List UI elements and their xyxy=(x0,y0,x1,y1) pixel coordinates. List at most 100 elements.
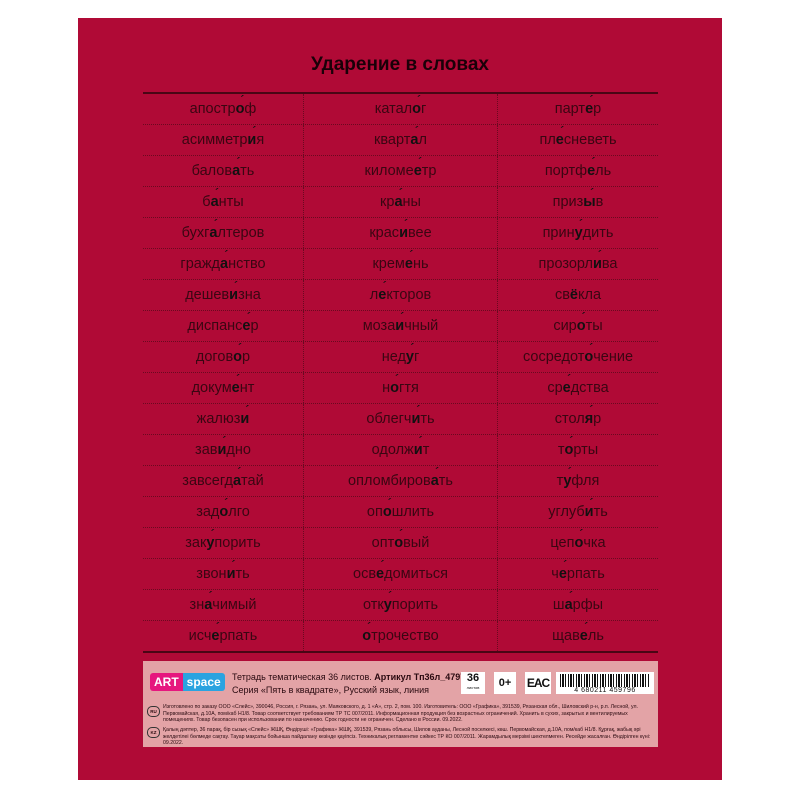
word-part: одолж xyxy=(371,442,414,458)
legal-text-ru: Изготовлено по заказу ООО «Слейс», 39004… xyxy=(163,704,638,723)
word-part: ть xyxy=(420,411,435,427)
stressed-letter: ё xyxy=(569,287,578,303)
word-part: догов xyxy=(195,349,234,365)
word-part: тр xyxy=(421,163,437,179)
word-cell: документ xyxy=(143,371,304,403)
table-row: бухгалтеровкрасивеепринудить xyxy=(143,216,658,249)
word-part: углуб xyxy=(548,504,585,520)
word-cell: одолжит xyxy=(304,433,498,465)
stressed-letter: а xyxy=(211,185,220,210)
word-part: р xyxy=(250,318,259,334)
sheets-label: листов xyxy=(466,685,480,690)
table-row: документногтясредства xyxy=(143,371,658,404)
word-part: опломбиров xyxy=(348,473,431,489)
word-cell: плесневеть xyxy=(498,123,658,155)
table-row: диспансермозаичныйсироты xyxy=(143,309,658,342)
word-part: зна xyxy=(238,287,261,303)
kz-lang-icon: KZ xyxy=(147,727,160,738)
stressed-letter: а xyxy=(410,123,419,148)
word-cell: значимый xyxy=(143,588,304,620)
word-cell: красивее xyxy=(304,216,498,248)
word-part: чка xyxy=(583,535,606,551)
word-part: порить xyxy=(391,597,439,613)
word-part: порить xyxy=(214,535,261,551)
stressed-letter: и xyxy=(240,402,249,427)
word-part: звон xyxy=(196,566,227,582)
table-row: апострофкаталогпартер xyxy=(143,92,658,125)
artspace-logo: ART space xyxy=(150,673,225,691)
table-row: бантыкраныпризыв xyxy=(143,185,658,218)
word-part: рты xyxy=(573,442,599,458)
stressed-letter: е xyxy=(211,619,220,644)
table-row: асимметриякварталплесневеть xyxy=(143,123,658,156)
word-part: крас xyxy=(369,225,400,241)
word-part: кварт xyxy=(374,132,411,148)
stressed-letter: о xyxy=(383,495,392,520)
table-row: дешевизналекторовсвёкла xyxy=(143,278,658,311)
table-row: жалюзиоблегчитьстоляр xyxy=(143,402,658,435)
word-part: диспанс xyxy=(187,318,243,334)
word-part: катал xyxy=(374,101,413,117)
stressed-letter: о xyxy=(394,526,403,551)
word-part: кторов xyxy=(386,287,432,303)
word-cell: дешевизна xyxy=(143,278,304,310)
word-part: р xyxy=(593,101,602,117)
stressed-letter: и xyxy=(593,247,602,272)
word-part: балов xyxy=(191,163,233,179)
stressed-letter: о xyxy=(584,340,593,365)
table-row: гражданствокременьпрозорлива xyxy=(143,247,658,280)
stressed-letter: а xyxy=(209,216,218,241)
stressed-letter: е xyxy=(559,557,568,582)
word-cell: банты xyxy=(143,185,304,217)
word-cell: гражданство xyxy=(143,247,304,279)
stressed-letter: и xyxy=(217,433,226,458)
product-series: Серия «Пять в квадрате», Русский язык, л… xyxy=(232,685,430,695)
word-part: г xyxy=(414,349,420,365)
word-part: ль xyxy=(595,163,612,179)
stressed-letter: о xyxy=(574,526,583,551)
stressed-letter: и xyxy=(411,402,420,427)
word-cell: баловать xyxy=(143,154,304,186)
word-part: чимый xyxy=(212,597,257,613)
eac-mark-icon: EAC xyxy=(525,672,551,694)
word-part: трочество xyxy=(371,628,439,644)
word-part: киломе xyxy=(364,163,414,179)
barcode-number: 4 680211 459796 xyxy=(574,687,636,694)
stressed-letter: у xyxy=(206,526,215,551)
word-part: вый xyxy=(403,535,430,551)
stressed-letter: е xyxy=(376,557,385,582)
word-cell: ногтя xyxy=(304,371,498,403)
word-cell: оптовый xyxy=(304,526,498,558)
word-cell: портфель xyxy=(498,154,658,186)
word-part: лго xyxy=(228,504,250,520)
word-part: осв xyxy=(353,566,377,582)
word-cell: завидно xyxy=(143,433,304,465)
article-number: Артикул Тп36л_47979 xyxy=(374,672,471,682)
stressed-letter: о xyxy=(219,495,228,520)
word-part: ты xyxy=(585,318,603,334)
word-part: моза xyxy=(362,318,396,334)
word-cell: откупорить xyxy=(304,588,498,620)
word-part: опт xyxy=(371,535,395,551)
word-cell: апостроф xyxy=(143,92,304,124)
word-part: рпать xyxy=(219,628,258,644)
word-part: апостр xyxy=(189,101,236,117)
word-part: нь xyxy=(412,256,429,272)
word-cell: осведомиться xyxy=(304,557,498,589)
word-part: дешев xyxy=(185,287,230,303)
table-row: закупоритьоптовыйцепочка xyxy=(143,526,658,559)
stressed-letter: е xyxy=(587,154,596,179)
stressed-letter: а xyxy=(394,185,403,210)
word-part: вее xyxy=(407,225,432,241)
word-part: дить xyxy=(582,225,614,241)
word-part: ср xyxy=(547,380,563,396)
sheets-badge: 36 листов xyxy=(461,672,485,694)
word-part: прин xyxy=(542,225,575,241)
word-part: дно xyxy=(226,442,251,458)
table-row: завидноодолжитторты xyxy=(143,433,658,466)
word-part: л xyxy=(369,287,379,303)
table-row: звонитьосведомитьсячерпать xyxy=(143,557,658,590)
sheets-count: 36 xyxy=(466,672,480,684)
word-part: ль xyxy=(587,628,604,644)
word-cell: исчерпать xyxy=(143,619,304,651)
